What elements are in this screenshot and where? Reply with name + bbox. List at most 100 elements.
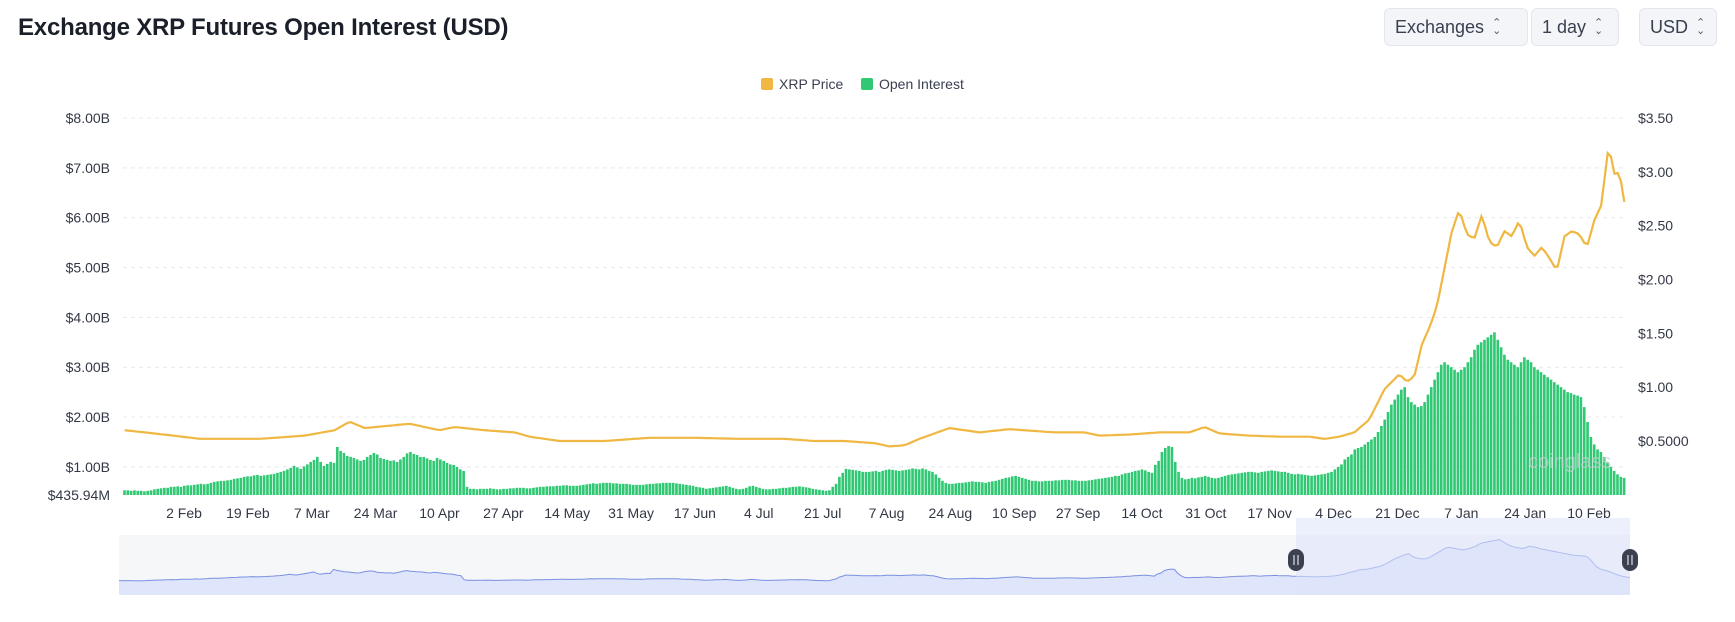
- x-axis: 2 Feb 19 Feb 7 Mar 24 Mar 10 Apr 27 Apr 14 May…: [166, 505, 1611, 521]
- oi-bar: [146, 490, 150, 495]
- oi-bar: [1100, 478, 1104, 495]
- oi-bar: [1330, 471, 1333, 495]
- oi-bar: [951, 483, 954, 495]
- oi-bar: [1153, 464, 1157, 495]
- oi-bar: [1403, 387, 1406, 495]
- oi-bar: [1306, 475, 1310, 495]
- oi-bar: [153, 489, 156, 495]
- oi-bar: [1084, 480, 1087, 495]
- currency-select[interactable]: USD ⌃ ⌄: [1639, 8, 1717, 46]
- oi-bar: [409, 451, 412, 495]
- oi-bar: [1489, 334, 1493, 495]
- oi-bar: [1586, 422, 1589, 495]
- oi-bar: [532, 487, 535, 495]
- oi-bar: [512, 488, 515, 495]
- oi-bar: [123, 490, 126, 495]
- updown-chevron-icon: ⌃ ⌄: [1492, 17, 1502, 37]
- oi-bar: [944, 482, 948, 495]
- oi-bar: [1014, 475, 1017, 495]
- oi-bar: [402, 456, 406, 495]
- chart-legend[interactable]: XRP Price Open Interest: [761, 76, 964, 92]
- x-tick-label: 31 May: [608, 505, 654, 521]
- oi-bar: [1283, 471, 1287, 495]
- oi-bar: [1173, 461, 1177, 495]
- legend-oi-label[interactable]: Open Interest: [879, 76, 964, 92]
- oi-bar: [1220, 476, 1224, 495]
- oi-bar: [289, 467, 293, 495]
- oi-bar: [552, 486, 555, 495]
- oi-bar: [638, 484, 642, 495]
- oi-bar: [1419, 406, 1423, 495]
- oi-bar: [382, 458, 386, 495]
- exchanges-select[interactable]: Exchanges ⌃ ⌄: [1384, 8, 1528, 46]
- xrp-price-line: [124, 150, 1626, 448]
- oi-bar: [1286, 472, 1290, 495]
- oi-bar: [249, 476, 253, 495]
- oi-bar: [136, 490, 140, 495]
- oi-bar: [1257, 472, 1260, 495]
- oi-bar: [1363, 444, 1367, 495]
- oi-bar: [316, 456, 319, 495]
- navigator-right-handle[interactable]: [1622, 549, 1638, 571]
- oi-bar: [635, 484, 638, 495]
- oi-bar: [1483, 339, 1486, 495]
- oi-bar: [688, 485, 692, 495]
- oi-bar: [1134, 470, 1137, 495]
- oi-bar: [1606, 461, 1609, 495]
- oi-bar: [984, 482, 988, 495]
- oi-bar: [1054, 480, 1057, 495]
- oi-bar: [744, 487, 748, 495]
- oi-bar: [1343, 459, 1347, 495]
- oi-bar: [212, 481, 216, 495]
- oi-bar: [824, 490, 828, 495]
- oi-bar: [867, 471, 871, 495]
- oi-bar: [1157, 460, 1160, 495]
- oi-bar: [691, 485, 695, 495]
- oi-bar: [907, 469, 911, 495]
- oi-bar: [432, 460, 436, 495]
- oi-bar: [1303, 474, 1307, 495]
- oi-bar: [585, 484, 588, 495]
- y-left-tick-label: $5.00B: [66, 260, 110, 276]
- navigator-left-handle[interactable]: [1288, 549, 1304, 571]
- oi-bar: [1589, 436, 1593, 495]
- oi-bar: [292, 465, 296, 495]
- oi-bar: [325, 463, 329, 495]
- oi-bar: [701, 487, 705, 495]
- oi-bar: [1326, 472, 1330, 495]
- legend-price-label[interactable]: XRP Price: [779, 76, 844, 92]
- oi-bar: [1037, 481, 1041, 495]
- x-tick-label: 31 Oct: [1185, 505, 1226, 521]
- oi-bar: [445, 462, 449, 495]
- oi-bar: [695, 486, 698, 495]
- oi-bar: [1290, 473, 1293, 495]
- oi-bar: [568, 485, 572, 495]
- oi-bar: [322, 465, 326, 495]
- oi-bar: [685, 484, 688, 495]
- oi-bar: [1130, 471, 1134, 495]
- oi-bar: [971, 481, 974, 495]
- oi-bar: [834, 483, 838, 495]
- oi-bar: [964, 482, 968, 495]
- oi-bar: [1443, 362, 1446, 495]
- oi-bar: [1406, 397, 1410, 495]
- interval-select[interactable]: 1 day ⌃ ⌄: [1531, 8, 1619, 46]
- oi-bar: [698, 487, 702, 495]
- oi-bar: [518, 487, 522, 495]
- oi-bar: [562, 485, 565, 495]
- range-navigator[interactable]: [119, 518, 1638, 595]
- oi-bar: [821, 490, 825, 495]
- oi-bar: [811, 488, 815, 495]
- oi-bar: [365, 456, 369, 495]
- oi-bar: [1493, 332, 1496, 495]
- oi-bar: [818, 489, 821, 495]
- oi-bar: [1333, 469, 1337, 495]
- oi-bar: [977, 481, 981, 495]
- oi-bar: [189, 485, 193, 495]
- oi-bar: [611, 483, 615, 495]
- oi-bar: [1044, 480, 1047, 495]
- oi-bar: [1612, 470, 1616, 495]
- oi-bar: [1410, 402, 1413, 495]
- oi-bar: [1602, 456, 1606, 495]
